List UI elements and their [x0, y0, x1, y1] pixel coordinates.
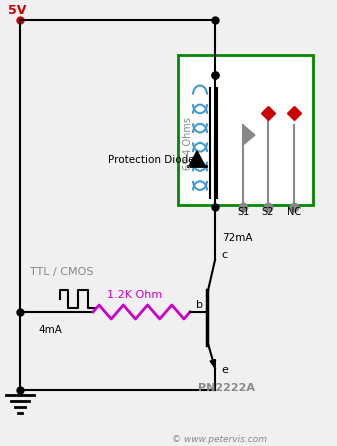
Bar — [178, 55, 313, 205]
Text: 72mA: 72mA — [222, 233, 252, 243]
Polygon shape — [189, 151, 205, 166]
Text: Protection Diode: Protection Diode — [108, 155, 195, 165]
Text: b: b — [196, 300, 203, 310]
Polygon shape — [243, 125, 255, 145]
Text: 5V: 5V — [8, 4, 26, 17]
Text: © www.petervis.com: © www.petervis.com — [173, 435, 268, 445]
Text: 4mA: 4mA — [38, 325, 62, 335]
Text: 1.2K Ohm: 1.2K Ohm — [108, 290, 163, 300]
Text: S2: S2 — [262, 207, 274, 217]
Text: S1: S1 — [237, 207, 249, 217]
Text: NC: NC — [287, 207, 301, 217]
Polygon shape — [210, 359, 215, 368]
Text: c: c — [221, 250, 227, 260]
Text: e: e — [221, 365, 228, 375]
Text: 69.4 Ohms: 69.4 Ohms — [183, 116, 193, 169]
Text: TTL / CMOS: TTL / CMOS — [30, 267, 93, 277]
Text: PN2222A: PN2222A — [198, 383, 255, 393]
